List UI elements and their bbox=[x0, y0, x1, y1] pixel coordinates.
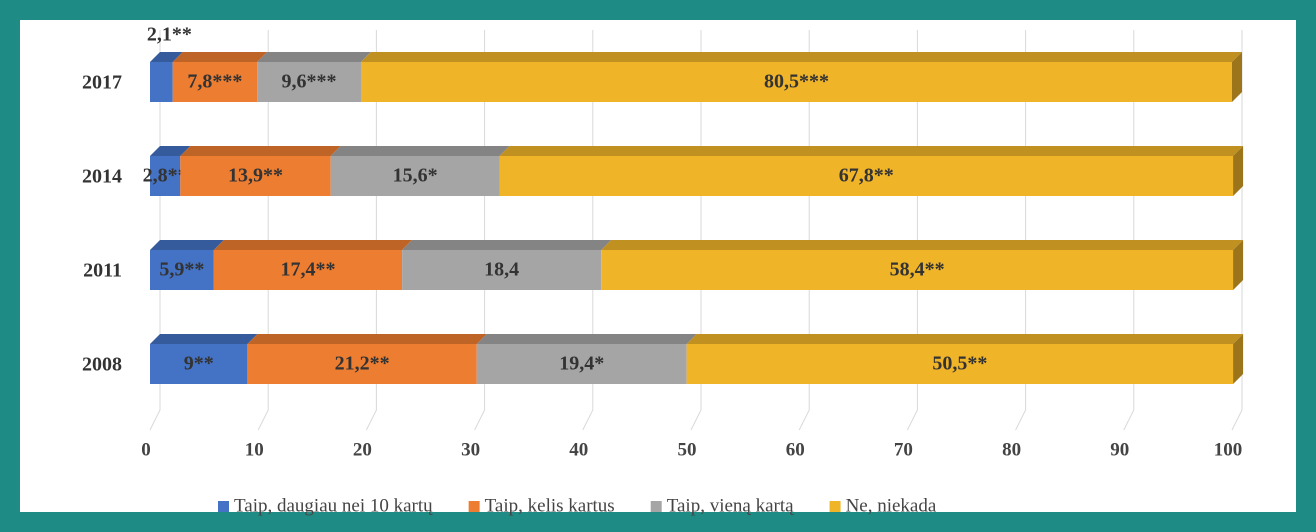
x-tick-label: 70 bbox=[894, 439, 913, 460]
bar-segment bbox=[257, 62, 361, 102]
x-tick-label: 20 bbox=[353, 439, 372, 460]
bar-top bbox=[150, 334, 258, 344]
y-tick-label: 2011 bbox=[83, 260, 122, 282]
value-label: 2,8** bbox=[143, 165, 188, 187]
bar-top bbox=[686, 334, 1244, 344]
value-label: 15,6* bbox=[393, 165, 438, 187]
bar-segment bbox=[180, 156, 331, 196]
bar-side bbox=[1232, 52, 1242, 102]
bar-top bbox=[257, 52, 371, 62]
bar-segment bbox=[172, 62, 258, 102]
x-tick-label: 50 bbox=[678, 439, 697, 460]
bar-top bbox=[499, 146, 1244, 156]
legend-label: Taip, daugiau nei 10 kartų bbox=[234, 495, 433, 516]
legend-swatch bbox=[650, 501, 662, 512]
bar-segment bbox=[213, 250, 403, 290]
bar-segment bbox=[686, 344, 1234, 384]
bar-top bbox=[213, 240, 413, 250]
x-tick-label: 100 bbox=[1214, 439, 1243, 460]
bar-top bbox=[402, 240, 612, 250]
legend-label: Taip, vieną kartą bbox=[667, 495, 794, 516]
value-label: 67,8** bbox=[839, 165, 894, 187]
x-tick-label: 60 bbox=[786, 439, 805, 460]
x-tick-label: 80 bbox=[1002, 439, 1021, 460]
bar-segment bbox=[150, 344, 248, 384]
x-tick-label: 90 bbox=[1110, 439, 1129, 460]
value-label: 5,9** bbox=[159, 259, 204, 281]
value-label: 18,4 bbox=[484, 259, 519, 281]
legend: Taip, daugiau nei 10 kartų Taip, kelis ka… bbox=[218, 495, 937, 516]
value-label: 13,9** bbox=[228, 165, 283, 187]
x-tick-label: 30 bbox=[461, 439, 480, 460]
x-tick-label: 10 bbox=[245, 439, 264, 460]
value-label: 7,8*** bbox=[187, 71, 242, 93]
bar-segment bbox=[360, 62, 1232, 102]
bar-top bbox=[150, 240, 224, 250]
bar-segment bbox=[150, 62, 173, 102]
x-tick-label: 0 bbox=[141, 439, 151, 460]
value-label: 80,5*** bbox=[764, 71, 829, 93]
bar-side bbox=[1233, 240, 1244, 290]
bar-side bbox=[1233, 334, 1244, 384]
bar-top bbox=[601, 240, 1244, 250]
bar-top bbox=[150, 52, 183, 62]
bar-side bbox=[1233, 146, 1244, 196]
bar-segment bbox=[601, 250, 1234, 290]
y-tick-label: 2008 bbox=[82, 354, 122, 376]
bar-segment bbox=[247, 344, 477, 384]
bar-top bbox=[330, 146, 510, 156]
value-label: 50,5** bbox=[932, 353, 987, 375]
bar-segment bbox=[476, 344, 687, 384]
bar-segment bbox=[402, 250, 602, 290]
bar-top bbox=[150, 146, 191, 156]
bar-segment bbox=[330, 156, 500, 196]
x-tick-label: 40 bbox=[569, 439, 588, 460]
value-label: 21,2** bbox=[335, 353, 390, 375]
bar-segment bbox=[150, 156, 181, 196]
legend-label: Ne, niekada bbox=[846, 495, 937, 516]
bar-top bbox=[172, 52, 268, 62]
legend-swatch bbox=[468, 501, 480, 512]
legend-label: Taip, kelis kartus bbox=[485, 495, 615, 516]
bar-top bbox=[180, 146, 341, 156]
bar-top bbox=[360, 52, 1242, 62]
value-label: 58,4** bbox=[890, 259, 945, 281]
value-label: 17,4** bbox=[280, 259, 335, 281]
bar-segment bbox=[150, 250, 214, 290]
legend-swatch bbox=[218, 501, 229, 512]
bar-top bbox=[247, 334, 487, 344]
value-label: 9,6*** bbox=[282, 71, 337, 93]
y-tick-label: 2014 bbox=[82, 166, 122, 188]
bar-segment bbox=[499, 156, 1234, 196]
bar-top bbox=[476, 334, 697, 344]
y-tick-label: 2017 bbox=[82, 72, 122, 94]
legend-swatch bbox=[829, 501, 841, 512]
value-label: 2,1** bbox=[147, 24, 192, 46]
value-label: 19,4* bbox=[559, 353, 604, 375]
value-label: 9** bbox=[184, 353, 214, 375]
